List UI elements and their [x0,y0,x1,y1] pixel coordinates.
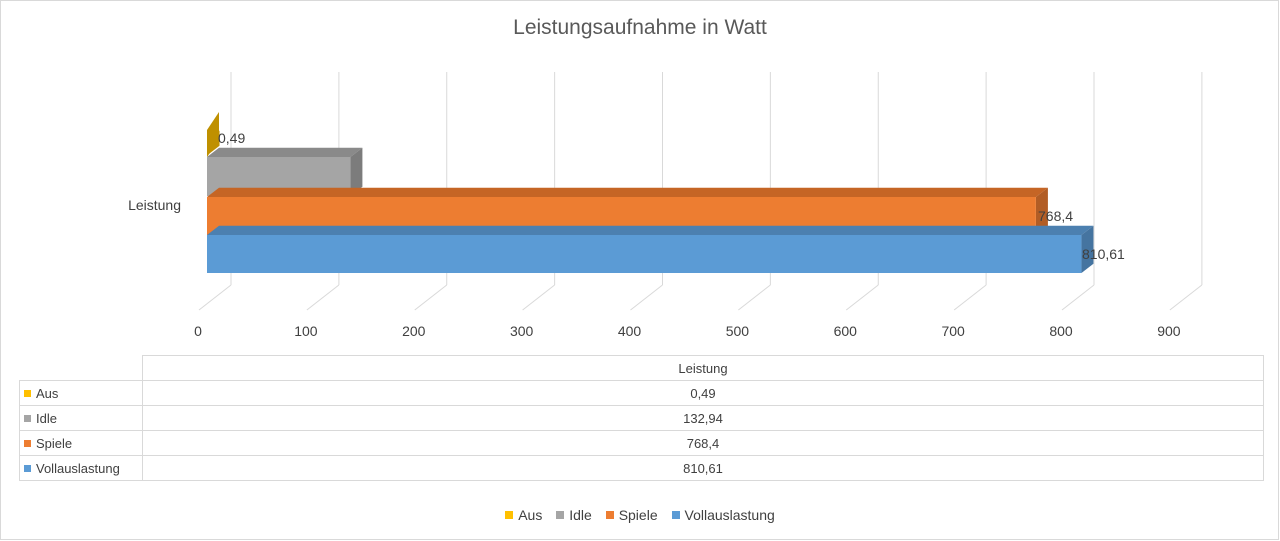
legend-label: Aus [518,507,543,523]
x-tick-label: 400 [618,323,642,339]
x-tick-label: 200 [402,323,426,339]
data-table-cell: 810,61 [142,455,1264,481]
data-label: 768,4 [1038,208,1073,224]
legend-swatch [671,511,680,519]
legend-item: Aus [505,507,542,523]
bar-sliver [207,112,219,157]
category-label: Leistung [128,197,181,213]
legend-item: Idle [556,507,592,523]
data-table-row-label: Vollauslastung [36,460,120,476]
data-table-row: Spiele 768,4 [19,430,1264,456]
legend-swatch [556,511,565,519]
data-table-cell: 768,4 [142,430,1264,456]
x-tick-label: 600 [834,323,858,339]
data-table-row: Aus 0,49 [19,380,1264,406]
data-table-row: Vollauslastung 810,61 [19,455,1264,481]
x-tick-label: 0 [194,323,202,339]
legend-label: Spiele [618,507,658,523]
data-label: 810,61 [1082,246,1125,262]
data-table-row: Idle 132,94 [19,405,1264,431]
chart-title: Leistungsaufnahme in Watt [513,16,767,39]
series-swatch [24,389,31,397]
series-swatch [24,439,31,447]
bar-side-face [350,147,363,196]
plot-area: 0 100 200 300 400 500 600 700 800 900 Leistung 0,49… [128,72,1203,339]
data-label: 0,49 [218,130,245,146]
data-table-header-row: Leistung [19,355,1264,381]
bar [207,235,1082,273]
data-table: Leistung Aus 0,49 Idle 132,94 Spiele 768… [19,355,1264,481]
gridline-floor [953,284,987,311]
x-tick-label: 700 [941,323,965,339]
data-table-header: Leistung [142,355,1264,381]
gridline-floor [1061,284,1095,311]
gridline-floor [738,284,771,311]
data-table-row-label: Idle [36,410,57,426]
data-table-row-label: Aus [36,385,59,401]
legend-swatch [505,511,514,519]
bar-side-face [1035,187,1048,235]
data-table-row-label: Spiele [36,435,73,451]
legend-label: Idle [569,507,592,523]
bar-top-face [207,187,1048,197]
gridline-floor [414,284,448,311]
gridline-floor [845,284,879,311]
series-swatch [24,464,31,472]
series-swatch [24,414,31,422]
gridline-floor [306,284,340,311]
x-tick-label: 300 [510,323,534,339]
x-tick-label: 800 [1049,323,1073,339]
gridline-floor [630,284,663,311]
bar-top-face [207,225,1094,235]
x-tick-label: 100 [294,323,318,339]
bar-side-face [1081,225,1094,273]
x-tick-label: 900 [1157,323,1181,339]
data-table-cell: 0,49 [142,380,1264,406]
gridline-floor [1169,284,1203,311]
legend: Aus Idle Spiele Vollauslastung [0,507,1280,523]
gridline-floor [522,284,555,311]
data-table-cell: 132,94 [142,405,1264,431]
bar-aus [207,112,220,157]
x-tick-label: 500 [726,323,750,339]
data-table-corner [19,355,143,381]
bar-top-face [207,147,363,157]
gridline-floor [198,284,232,311]
legend-swatch [605,511,614,519]
legend-item: Spiele [605,507,658,523]
legend-label: Vollauslastung [684,507,775,523]
bar-vollauslastung [207,225,1094,273]
legend-item: Vollauslastung [671,507,775,523]
